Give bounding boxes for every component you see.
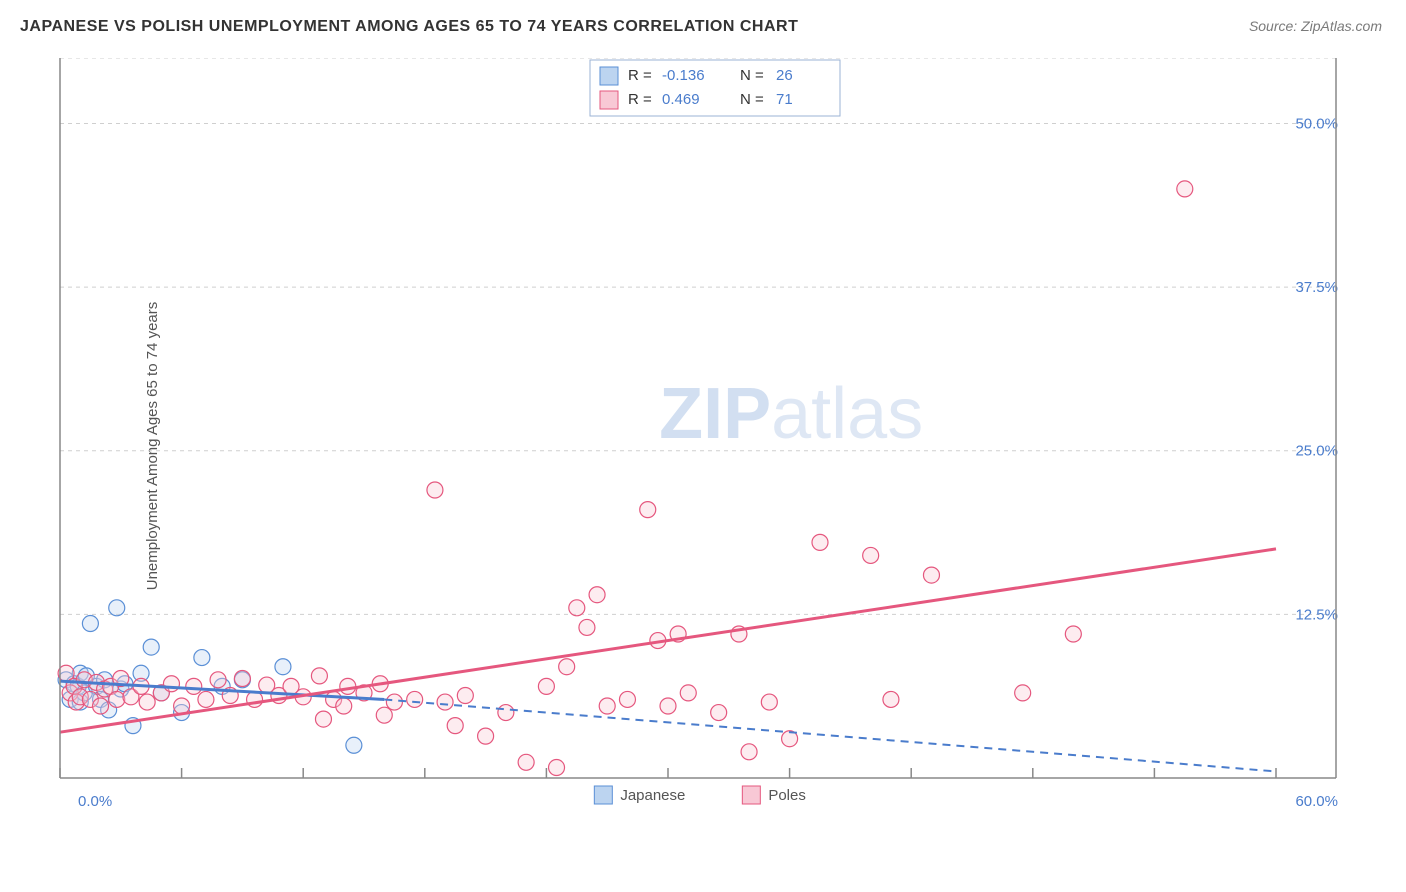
y-tick-label: 50.0% bbox=[1295, 115, 1338, 132]
data-point bbox=[559, 659, 575, 675]
legend-n-label: N = bbox=[740, 67, 764, 84]
data-point bbox=[198, 691, 214, 707]
series-label: Poles bbox=[768, 787, 806, 804]
y-tick-label: 12.5% bbox=[1295, 606, 1338, 623]
data-point bbox=[386, 694, 402, 710]
legend-r-label: R = bbox=[628, 67, 652, 84]
data-point bbox=[883, 691, 899, 707]
data-point bbox=[234, 671, 250, 687]
data-point bbox=[336, 698, 352, 714]
data-point bbox=[143, 639, 159, 655]
legend-r-label: R = bbox=[628, 91, 652, 108]
data-point bbox=[447, 718, 463, 734]
legend-r-value: -0.136 bbox=[662, 67, 705, 84]
chart-title: JAPANESE VS POLISH UNEMPLOYMENT AMONG AG… bbox=[20, 18, 798, 36]
data-point bbox=[863, 547, 879, 563]
data-point bbox=[1015, 685, 1031, 701]
y-tick-label: 37.5% bbox=[1295, 279, 1338, 296]
data-point bbox=[640, 502, 656, 518]
data-point bbox=[437, 694, 453, 710]
data-point bbox=[579, 619, 595, 635]
data-point bbox=[346, 737, 362, 753]
series-label: Japanese bbox=[620, 787, 685, 804]
data-point bbox=[1177, 181, 1193, 197]
data-point bbox=[711, 705, 727, 721]
data-point bbox=[407, 691, 423, 707]
legend-n-label: N = bbox=[740, 91, 764, 108]
chart-container: JAPANESE VS POLISH UNEMPLOYMENT AMONG AG… bbox=[0, 0, 1406, 892]
legend-n-value: 26 bbox=[776, 67, 793, 84]
data-point bbox=[139, 694, 155, 710]
data-point bbox=[210, 672, 226, 688]
x-max-label: 60.0% bbox=[1295, 793, 1338, 810]
data-point bbox=[538, 678, 554, 694]
data-point bbox=[186, 678, 202, 694]
data-point bbox=[619, 691, 635, 707]
data-point bbox=[275, 659, 291, 675]
data-point bbox=[109, 691, 125, 707]
data-point bbox=[93, 698, 109, 714]
source-name: ZipAtlas.com bbox=[1301, 18, 1382, 34]
data-point bbox=[923, 567, 939, 583]
data-point bbox=[109, 600, 125, 616]
data-point bbox=[812, 534, 828, 550]
data-point bbox=[518, 754, 534, 770]
plot-area: 12.5% 25.0% 37.5% 50.0% ZIPatlas 0.0% 60.0% R =… bbox=[50, 58, 1346, 818]
data-point bbox=[427, 482, 443, 498]
series-swatch bbox=[742, 786, 760, 804]
data-point bbox=[741, 744, 757, 760]
data-point bbox=[660, 698, 676, 714]
series-swatch bbox=[594, 786, 612, 804]
data-point bbox=[194, 650, 210, 666]
data-point bbox=[589, 587, 605, 603]
data-point bbox=[569, 600, 585, 616]
data-point bbox=[478, 728, 494, 744]
watermark: ZIPatlas bbox=[659, 374, 923, 454]
legend-swatch bbox=[600, 67, 618, 85]
y-tick-label: 25.0% bbox=[1295, 443, 1338, 460]
data-point bbox=[315, 711, 331, 727]
data-point bbox=[376, 707, 392, 723]
data-point bbox=[498, 705, 514, 721]
data-point bbox=[82, 616, 98, 632]
legend-swatch bbox=[600, 91, 618, 109]
source-label: Source: ZipAtlas.com bbox=[1249, 18, 1382, 34]
legend-n-value: 71 bbox=[776, 91, 793, 108]
source-prefix: Source: bbox=[1249, 18, 1301, 34]
data-point bbox=[457, 688, 473, 704]
data-point bbox=[163, 676, 179, 692]
data-point bbox=[1065, 626, 1081, 642]
data-point bbox=[340, 678, 356, 694]
x-min-label: 0.0% bbox=[78, 793, 112, 810]
data-point bbox=[549, 760, 565, 776]
data-point bbox=[680, 685, 696, 701]
data-point bbox=[311, 668, 327, 684]
data-point bbox=[599, 698, 615, 714]
plot-svg: 12.5% 25.0% 37.5% 50.0% ZIPatlas 0.0% 60.0% R =… bbox=[50, 58, 1346, 818]
legend-r-value: 0.469 bbox=[662, 91, 700, 108]
data-point bbox=[761, 694, 777, 710]
